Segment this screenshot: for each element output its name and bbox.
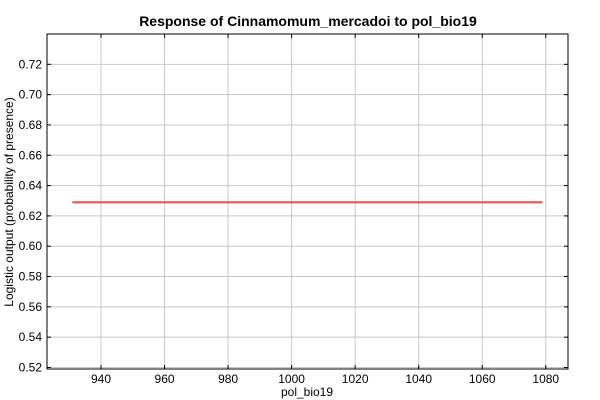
x-tick-label: 1080 xyxy=(532,372,559,386)
y-axis-label: Logistic output (probability of presence… xyxy=(2,97,16,306)
x-axis-label: pol_bio19 xyxy=(281,385,333,399)
y-tick-label: 0.52 xyxy=(19,360,43,374)
plot-frame xyxy=(46,33,569,370)
tick-layer: 940 960 980 1000 1020 1040 1060 1080 0.52 0.54 0.5… xyxy=(19,34,568,386)
chart-title: Response of Cinnamomum_mercadoi to pol_b… xyxy=(139,13,477,29)
y-tick-label: 0.68 xyxy=(19,118,43,132)
y-tick-label: 0.70 xyxy=(19,88,43,102)
x-tick-label: 1020 xyxy=(342,372,369,386)
x-tick-label: 1060 xyxy=(469,372,496,386)
y-tick-label: 0.62 xyxy=(19,209,43,223)
y-tick-label: 0.66 xyxy=(19,148,43,162)
y-tick-label: 0.60 xyxy=(19,239,43,253)
y-tick-label: 0.72 xyxy=(19,57,43,71)
grid-layer xyxy=(47,34,568,369)
y-tick-label: 0.58 xyxy=(19,270,43,284)
y-tick-label: 0.56 xyxy=(19,300,43,314)
x-tick-label: 1000 xyxy=(278,372,305,386)
x-tick-label: 980 xyxy=(218,372,238,386)
x-tick-label: 940 xyxy=(91,372,111,386)
x-tick-label: 960 xyxy=(155,372,175,386)
y-tick-label: 0.54 xyxy=(19,330,43,344)
x-tick-label: 1040 xyxy=(405,372,432,386)
y-tick-label: 0.64 xyxy=(19,179,43,193)
